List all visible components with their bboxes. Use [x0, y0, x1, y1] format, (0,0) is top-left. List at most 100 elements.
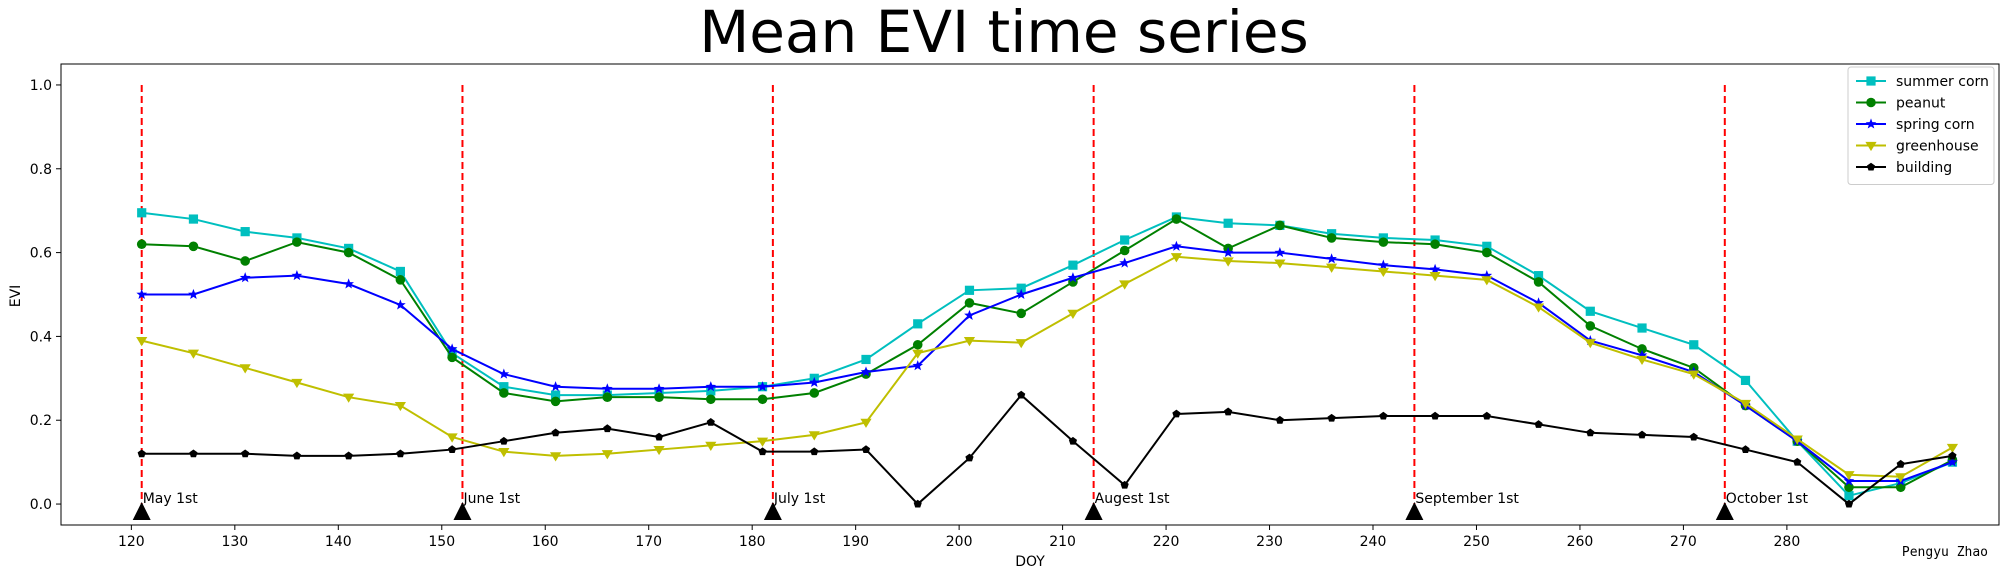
month-marker	[132, 502, 151, 521]
data-point	[1791, 435, 1803, 445]
x-tick-label: 230	[1256, 534, 1283, 550]
data-point	[551, 428, 560, 437]
data-point	[912, 339, 923, 350]
data-point	[1844, 482, 1854, 493]
data-point	[654, 392, 664, 402]
x-tick-label: 250	[1463, 534, 1490, 550]
data-point	[188, 288, 199, 300]
x-tick-label: 260	[1567, 534, 1594, 550]
data-point	[1533, 271, 1544, 281]
legend-swatch-marker	[1866, 162, 1876, 171]
data-point	[396, 449, 405, 458]
author-annotation: Pengyu Zhao	[1902, 545, 1988, 560]
data-point	[292, 237, 302, 247]
data-point	[861, 354, 871, 365]
data-point	[1274, 259, 1286, 269]
x-tick-label: 210	[1049, 534, 1076, 550]
data-point	[1377, 267, 1389, 278]
data-point	[1534, 420, 1543, 428]
x-tick-label: 280	[1774, 534, 1801, 550]
y-tick-label: 0.6	[30, 246, 52, 262]
legend-box	[1847, 66, 1995, 185]
series-line	[141, 245, 1953, 482]
data-point	[1224, 407, 1233, 416]
data-point	[705, 381, 717, 392]
data-point	[394, 401, 406, 412]
data-point	[1119, 257, 1130, 268]
month-marker	[1405, 502, 1424, 521]
x-tick-label: 220	[1153, 534, 1180, 550]
data-point	[1068, 436, 1078, 445]
data-point	[860, 418, 872, 428]
data-point	[550, 396, 561, 407]
legend-label: spring corn	[1896, 117, 1975, 133]
data-point	[137, 449, 146, 458]
x-tick-label: 120	[118, 534, 145, 550]
legend: summer corn peanut spring corn greenhouse bu…	[1847, 66, 1995, 185]
data-point	[498, 368, 510, 379]
data-point	[602, 392, 613, 402]
data-point	[136, 239, 147, 250]
data-point	[137, 208, 147, 218]
data-point	[1585, 321, 1596, 331]
data-point	[757, 381, 768, 392]
month-label: July 1st	[773, 491, 826, 507]
x-axis-label: DOY	[1015, 554, 1045, 570]
x-tick-label: 130	[221, 534, 248, 550]
data-point	[1222, 257, 1234, 267]
data-point	[1844, 499, 1854, 508]
month-label: October 1st	[1726, 491, 1809, 507]
legend-label: peanut	[1896, 96, 1946, 112]
data-point	[1431, 411, 1440, 420]
legend-swatch-marker	[1866, 97, 1876, 108]
data-point	[395, 275, 406, 285]
data-point	[964, 285, 975, 295]
data-point	[1586, 428, 1595, 437]
data-point	[343, 247, 354, 258]
data-point	[499, 436, 508, 445]
data-point	[188, 241, 199, 252]
data-point	[1171, 240, 1182, 251]
data-point	[499, 388, 509, 398]
x-tick-label: 170	[635, 534, 662, 550]
data-point	[1120, 235, 1130, 245]
data-point	[498, 448, 510, 458]
month-label: September 1st	[1415, 491, 1519, 507]
data-point	[1481, 276, 1493, 286]
data-point	[654, 432, 664, 441]
data-point	[1016, 283, 1026, 293]
data-point	[240, 227, 250, 237]
data-point	[602, 383, 613, 394]
month-marker	[1715, 502, 1734, 521]
data-point	[1119, 280, 1131, 290]
data-point	[1017, 390, 1026, 399]
data-point	[1688, 370, 1700, 380]
data-point	[808, 431, 820, 441]
data-point	[1016, 308, 1027, 319]
data-point	[1275, 220, 1285, 231]
data-point	[1637, 344, 1647, 354]
data-point	[1067, 272, 1079, 283]
data-point	[1636, 349, 1648, 360]
legend-label: summer corn	[1896, 74, 1989, 90]
data-point	[913, 499, 922, 508]
data-point	[912, 349, 924, 359]
data-point	[1533, 297, 1544, 308]
data-point	[1429, 272, 1441, 282]
data-point	[808, 376, 820, 388]
data-point	[1378, 259, 1389, 270]
legend-label: greenhouse	[1896, 139, 1979, 155]
series-line	[141, 211, 1953, 497]
data-point	[1947, 456, 1958, 467]
month-marker	[453, 502, 472, 521]
data-point	[1222, 246, 1234, 258]
data-point	[653, 445, 665, 456]
x-tick-label: 150	[428, 534, 455, 550]
legend-label: building	[1896, 160, 1952, 176]
y-tick-label: 0.8	[30, 162, 52, 178]
data-point	[1482, 247, 1492, 258]
data-point	[240, 256, 250, 266]
data-point	[964, 298, 975, 308]
data-point	[499, 382, 509, 392]
